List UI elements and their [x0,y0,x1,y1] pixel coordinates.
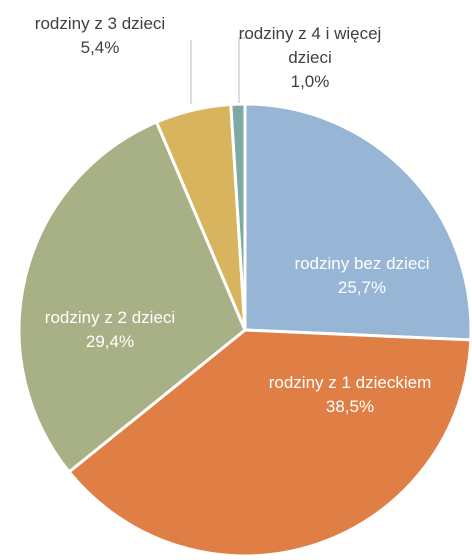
slice-value: 1,0% [290,72,330,91]
slice-name: rodziny z 2 dzieci [44,308,176,327]
slice-value: 29,4% [85,332,135,351]
slice-name: rodziny z 3 dzieci [34,14,166,33]
pie-slice [243,102,472,342]
pie-slice [229,102,247,331]
data-label: rodziny bez dzieci 25,7% [252,252,472,300]
pie-slice [66,328,472,558]
pie-slice [17,120,247,474]
slice-name: rodziny z 1 dzieckiem [268,373,432,392]
data-label: rodziny z 3 dzieci 5,4% [0,12,200,60]
data-label: rodziny z 1 dzieckiem 38,5% [230,371,470,419]
leader-line [238,37,252,103]
slice-value: 38,5% [325,397,375,416]
data-label: rodziny z 2 dzieci 29,4% [0,306,220,354]
data-label: rodziny z 4 i więcej dzieci 1,0% [235,22,385,94]
slice-name: rodziny z 4 i więcej dzieci [238,24,382,67]
slice-value: 25,7% [337,278,387,297]
slice-name: rodziny bez dzieci [294,254,430,273]
slice-value: 5,4% [80,38,120,57]
